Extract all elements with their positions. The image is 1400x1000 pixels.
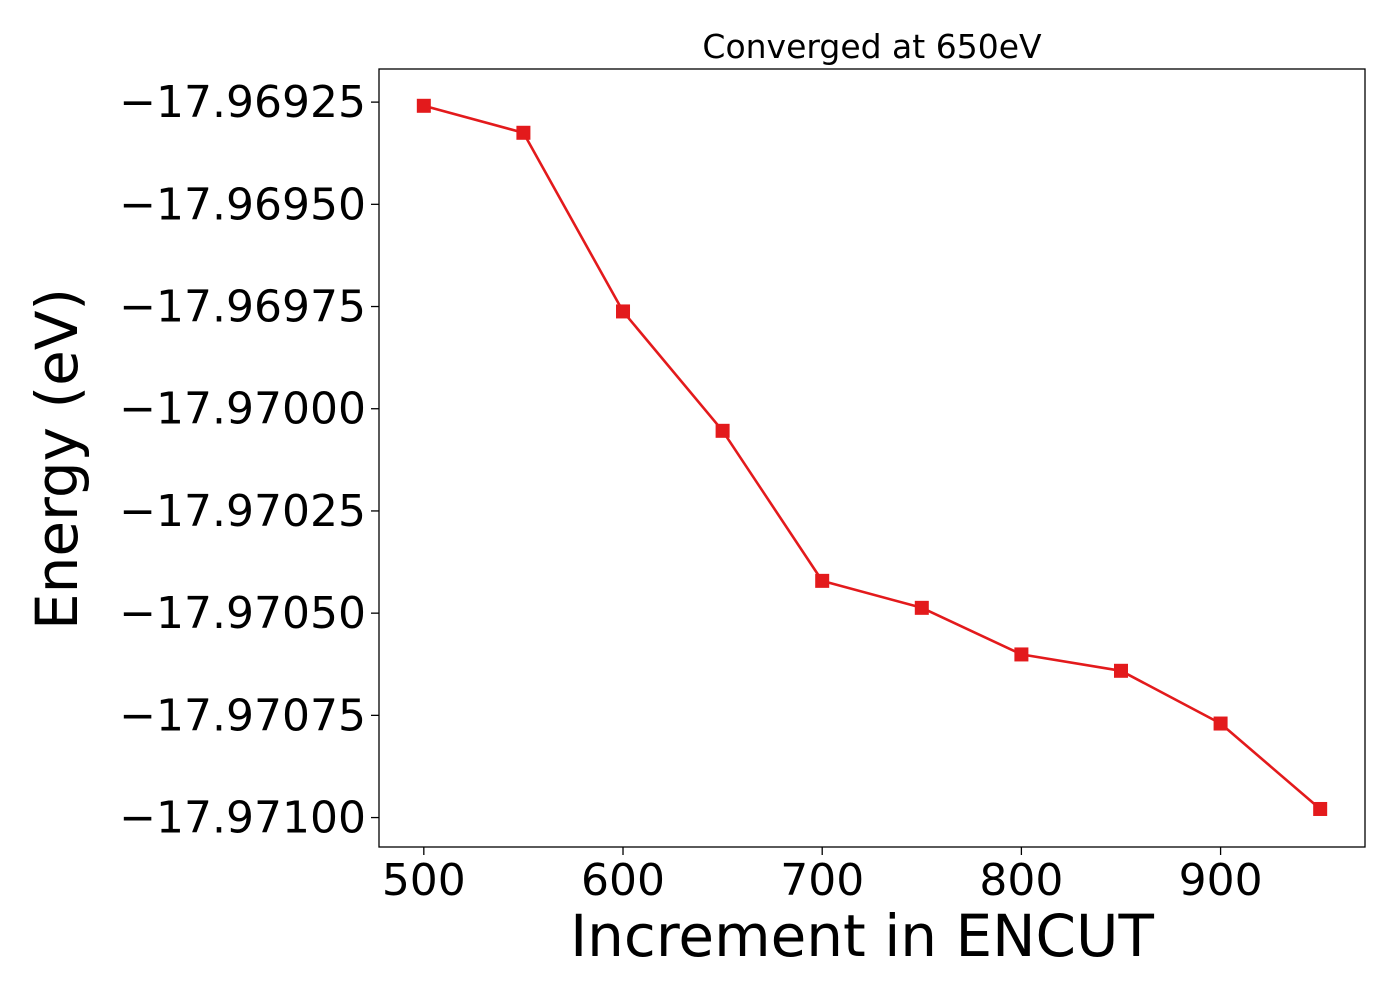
y-tick-label: −17.97075: [119, 690, 366, 741]
data-point-marker: [1313, 801, 1328, 816]
y-tick-label: −17.97000: [119, 384, 366, 435]
series-layer: [416, 98, 1328, 816]
data-point-marker: [416, 98, 431, 113]
x-tick-label: 700: [780, 855, 864, 906]
plot-area-background: [379, 69, 1365, 847]
y-tick-label: −17.97050: [119, 588, 366, 639]
y-tick-label: −17.96950: [119, 179, 366, 230]
x-axis-label: Increment in ENCUT: [570, 902, 1154, 970]
data-point-marker: [1014, 647, 1029, 662]
data-point-marker: [914, 600, 929, 615]
y-tick-label: −17.97025: [119, 486, 366, 537]
data-point-marker: [616, 304, 631, 319]
x-tick-label: 600: [581, 855, 665, 906]
data-point-marker: [1213, 716, 1228, 731]
data-point-marker: [1113, 663, 1128, 678]
data-point-marker: [715, 423, 730, 438]
series-line: [423, 104, 1322, 810]
y-axis-label: Energy (eV): [23, 288, 91, 630]
plot-frame: [378, 68, 1366, 848]
y-tick-label: −17.96975: [119, 282, 366, 333]
data-point-marker: [815, 573, 830, 588]
y-tick-label: −17.96925: [119, 77, 366, 128]
y-tick-label: −17.97100: [119, 793, 366, 844]
x-axis-ticks: 500 600 700 800 900: [382, 847, 1263, 906]
x-tick-label: 900: [1179, 855, 1263, 906]
x-tick-label: 800: [979, 855, 1063, 906]
y-axis-ticks: −17.96925 −17.96950 −17.96975 −17.97000 −17.…: [119, 77, 379, 844]
x-tick-label: 500: [382, 855, 466, 906]
data-point-marker: [516, 125, 531, 140]
chart-title: Converged at 650eV: [702, 27, 1042, 66]
